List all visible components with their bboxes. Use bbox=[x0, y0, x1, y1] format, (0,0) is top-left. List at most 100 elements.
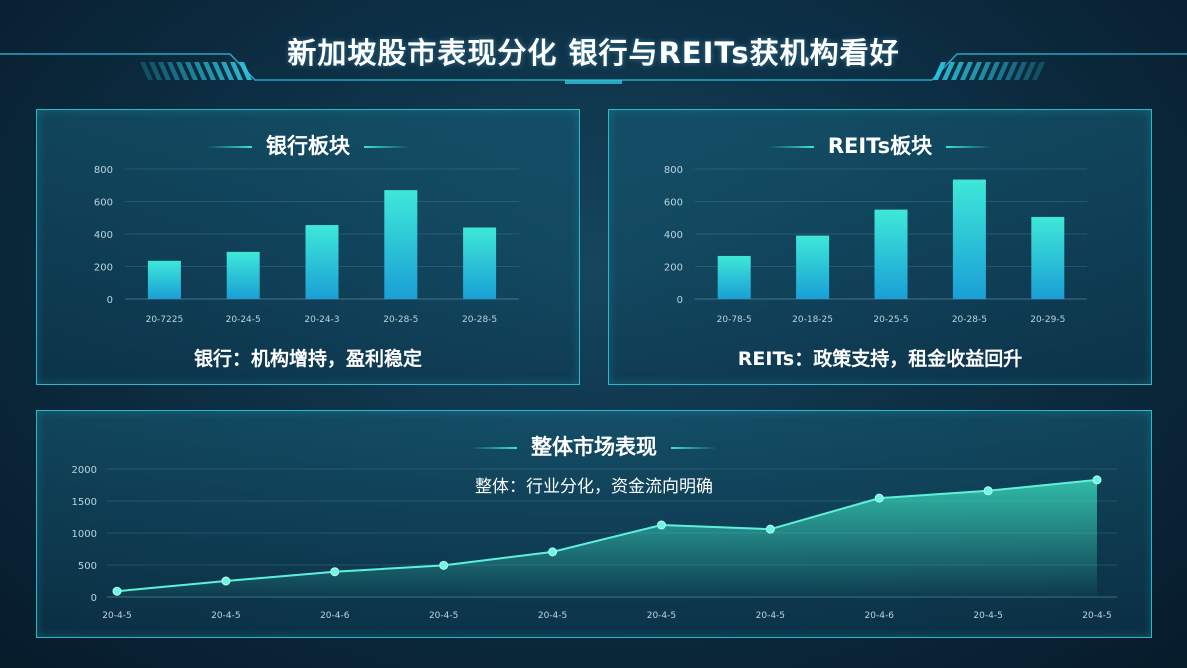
header-hatch bbox=[158, 62, 171, 80]
header-hatch bbox=[149, 62, 162, 80]
header-hatch bbox=[1014, 62, 1027, 80]
bank-caption: 银行：机构增持，盈利稳定 bbox=[193, 348, 422, 370]
data-point bbox=[221, 576, 231, 586]
bar bbox=[796, 235, 830, 299]
y-tick-label: 600 bbox=[94, 198, 113, 209]
bank-chart: 0 200 400 600 800 20-7225 20-24-5 20-24-3 20-28-… bbox=[94, 165, 519, 325]
x-tick-label: 20-7225 bbox=[146, 315, 184, 325]
bar bbox=[874, 209, 908, 299]
header-hatch bbox=[212, 62, 225, 80]
x-tick-label: 20-4-5 bbox=[756, 611, 785, 621]
header-hatch bbox=[167, 62, 180, 80]
bar bbox=[463, 227, 497, 299]
bar bbox=[717, 255, 751, 299]
data-point bbox=[874, 493, 884, 503]
header-hatch bbox=[987, 62, 1000, 80]
reits-panel-title: REITs板块 bbox=[827, 134, 933, 158]
x-tick-label: 20-29-5 bbox=[1030, 315, 1065, 325]
y-tick-label: 0 bbox=[107, 295, 113, 306]
header-hatch bbox=[194, 62, 207, 80]
x-tick-label: 20-4-6 bbox=[320, 611, 350, 621]
bank-panel-title: 银行板块 bbox=[266, 134, 350, 158]
overall-panel: 整体市场表现 0 500 1000 1500 2000 20-4-5 20-4-5 20-4-… bbox=[36, 410, 1152, 638]
y-tick-label: 800 bbox=[664, 165, 683, 176]
x-tick-label: 20-4-5 bbox=[211, 611, 240, 621]
y-tick-label: 0 bbox=[677, 295, 683, 306]
data-point bbox=[112, 586, 122, 596]
reits-chart: 0 200 400 600 800 20-78-5 20-18-25 20-25-5 20-28… bbox=[664, 165, 1087, 325]
x-tick-label: 20-4-5 bbox=[102, 611, 131, 621]
x-tick-label: 20-4-6 bbox=[865, 611, 895, 621]
bar bbox=[1031, 216, 1065, 299]
header-hatch bbox=[1023, 62, 1036, 80]
title-deco-right bbox=[364, 146, 410, 148]
x-tick-label: 20-28-5 bbox=[462, 315, 497, 325]
y-tick-label: 200 bbox=[94, 263, 113, 274]
page-title: 新加坡股市表现分化 银行与REITs获机构看好 bbox=[287, 36, 900, 70]
y-tick-label: 0 bbox=[91, 593, 97, 604]
header-hatch bbox=[185, 62, 198, 80]
header-hatch bbox=[1032, 62, 1045, 80]
header-hatch bbox=[951, 62, 964, 80]
x-tick-label: 20-24-5 bbox=[226, 315, 261, 325]
y-tick-label: 200 bbox=[664, 263, 683, 274]
y-tick-label: 2000 bbox=[72, 465, 97, 476]
header-hatch bbox=[969, 62, 982, 80]
data-point bbox=[1092, 475, 1102, 485]
reits-panel-header: REITs板块 bbox=[609, 130, 1151, 160]
x-tick-label: 20-24-3 bbox=[304, 315, 339, 325]
bank-panel-header: 银行板块 bbox=[37, 130, 579, 160]
y-tick-label: 400 bbox=[94, 230, 113, 241]
x-tick-label: 20-4-5 bbox=[647, 611, 676, 621]
data-point bbox=[439, 560, 449, 570]
overall-chart: 0 500 1000 1500 2000 20-4-5 20-4-5 20-4-6 20-4-5… bbox=[72, 465, 1117, 621]
title-deco-right bbox=[946, 146, 993, 148]
y-tick-label: 500 bbox=[78, 561, 97, 572]
header-hatch bbox=[978, 62, 991, 80]
reits-caption: REITs：政策支持，租金收益回升 bbox=[737, 348, 1023, 370]
overall-panel-header: 整体市场表现 bbox=[37, 431, 1151, 461]
overall-subtitle: 整体：行业分化，资金流向明确 bbox=[475, 477, 713, 497]
x-tick-label: 20-28-5 bbox=[383, 315, 418, 325]
x-tick-label: 20-4-5 bbox=[429, 611, 458, 621]
x-tick-label: 20-28-5 bbox=[952, 315, 987, 325]
bar bbox=[226, 251, 260, 299]
y-tick-label: 600 bbox=[664, 198, 683, 209]
header-hatch bbox=[996, 62, 1009, 80]
header-hatch bbox=[203, 62, 216, 80]
x-tick-label: 20-4-5 bbox=[973, 611, 1002, 621]
x-tick-label: 20-78-5 bbox=[717, 315, 752, 325]
header-hatch bbox=[1005, 62, 1018, 80]
series-line bbox=[116, 478, 1098, 593]
bar bbox=[384, 190, 418, 299]
x-tick-label: 20-18-25 bbox=[792, 315, 833, 325]
x-tick-label: 20-4-5 bbox=[538, 611, 567, 621]
title-deco-left bbox=[471, 447, 517, 449]
header-hatch bbox=[942, 62, 955, 80]
bar bbox=[147, 260, 181, 299]
data-point bbox=[548, 547, 558, 557]
header-hatch bbox=[221, 62, 234, 80]
header-hatch bbox=[960, 62, 973, 80]
bar bbox=[952, 179, 986, 299]
title-deco-right bbox=[671, 447, 717, 449]
header-hatch bbox=[140, 62, 153, 80]
data-point bbox=[330, 567, 340, 577]
data-point bbox=[983, 486, 993, 496]
header: 新加坡股市表现分化 银行与REITs获机构看好 bbox=[0, 0, 1187, 90]
y-tick-label: 1500 bbox=[72, 497, 97, 508]
header-decoration bbox=[0, 53, 1187, 84]
bank-panel: 银行板块 0 200 400 600 800 20-7225 20-24-5 20-24-3 2… bbox=[36, 109, 580, 385]
x-tick-label: 20-4-5 bbox=[1082, 611, 1111, 621]
data-point bbox=[765, 524, 775, 534]
title-deco-left bbox=[767, 146, 814, 148]
y-tick-label: 1000 bbox=[72, 529, 97, 540]
data-point bbox=[656, 520, 666, 530]
y-tick-label: 400 bbox=[664, 230, 683, 241]
x-tick-label: 20-25-5 bbox=[873, 315, 908, 325]
y-tick-label: 800 bbox=[94, 165, 113, 176]
title-deco-left bbox=[206, 146, 252, 148]
header-hatch bbox=[933, 62, 946, 80]
header-hatch bbox=[176, 62, 189, 80]
header-hatch bbox=[239, 62, 252, 80]
